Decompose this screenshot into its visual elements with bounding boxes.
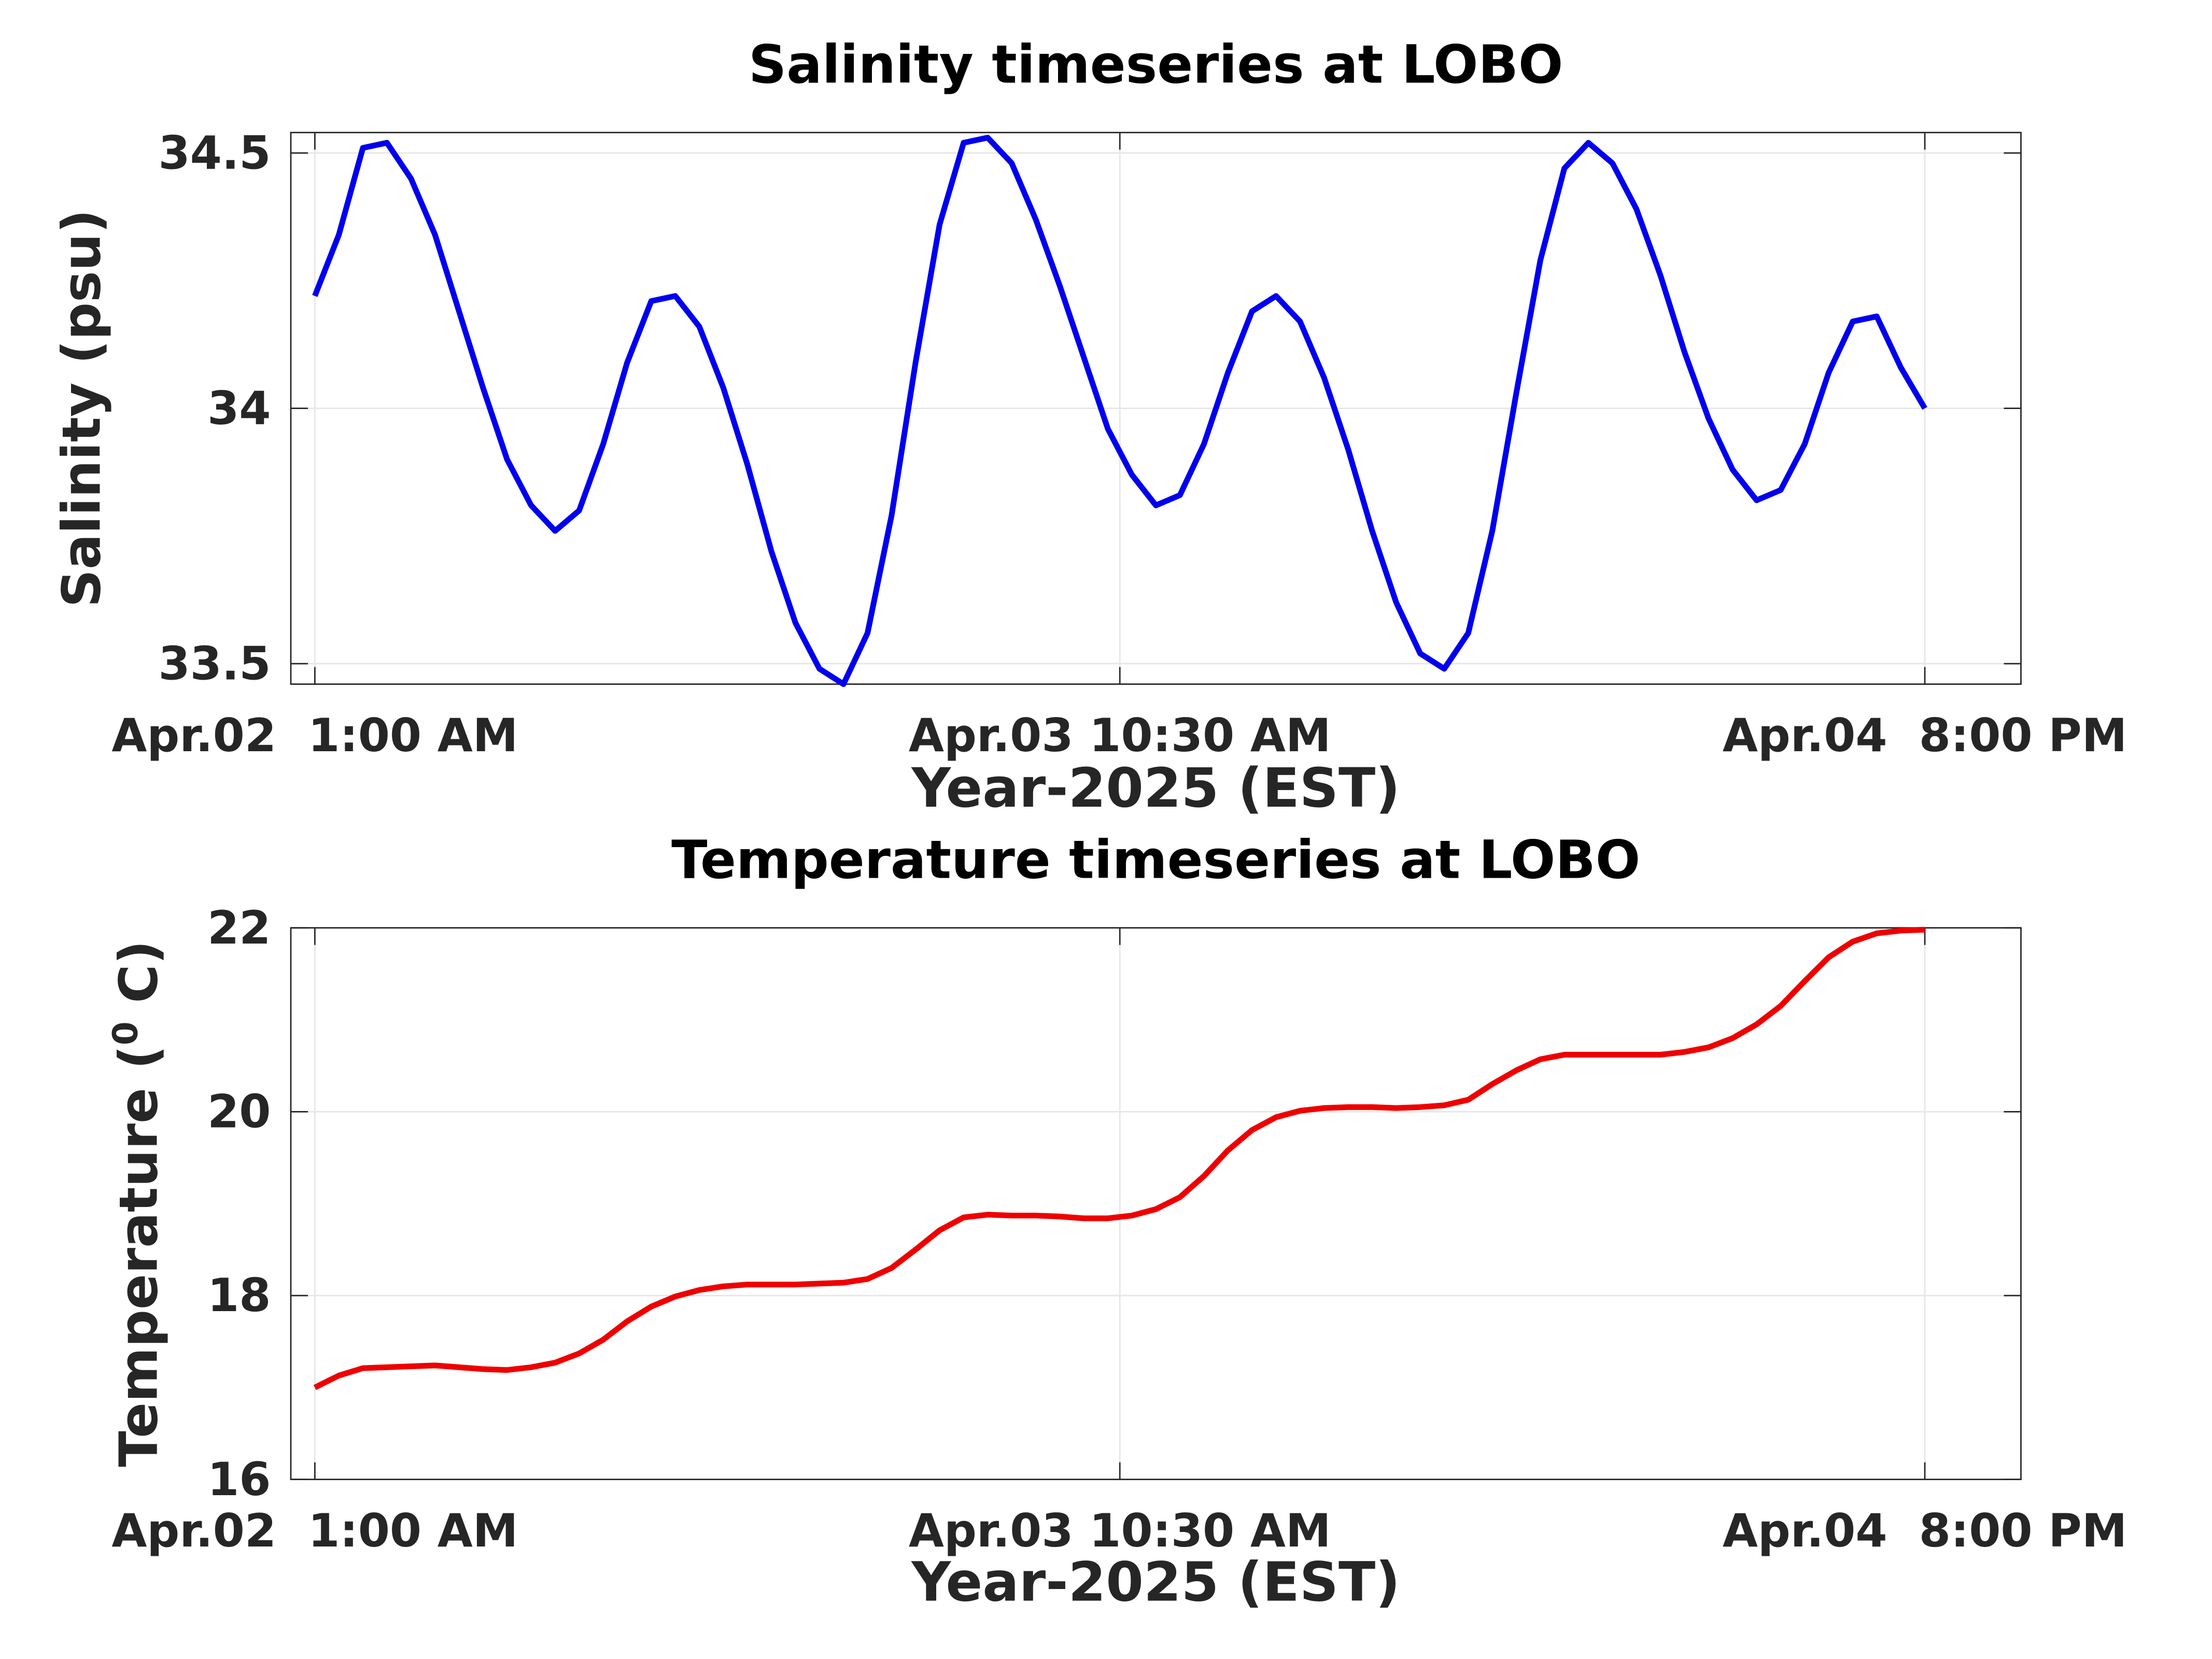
y-axis-label-part: Temperature (	[108, 1045, 170, 1467]
y-tick-label: 34.5	[158, 126, 271, 179]
data-line	[312, 135, 1927, 687]
x-axis-label: Year-2025 (EST)	[910, 1550, 1400, 1613]
axes-box	[290, 132, 2022, 685]
chart-title: Temperature timeseries at LOBO	[671, 829, 1640, 890]
data-line	[313, 926, 1925, 1390]
x-axis-label: Year-2025 (EST)	[910, 756, 1400, 820]
y-axis-label: Salinity (psu)	[51, 209, 112, 608]
y-axis-label: Temperature (0 C)	[105, 940, 169, 1467]
y-tick-label: 34	[207, 382, 271, 435]
x-tick-label: Apr.03 10:30 AM	[909, 709, 1331, 762]
x-tick-label: Apr.04 8:00 PM	[1723, 1504, 2127, 1557]
axes-box	[290, 927, 2022, 1480]
y-axis-label-part: C)	[108, 940, 170, 1022]
y-tick-label: 18	[207, 1269, 271, 1322]
x-tick-label: Apr.03 10:30 AM	[909, 1504, 1331, 1557]
y-tick-label: 16	[207, 1453, 271, 1506]
y-axis-label-part: 0	[105, 1021, 145, 1045]
x-tick-label: Apr.02 1:00 AM	[111, 1504, 518, 1557]
y-axis-label-part: Salinity (psu)	[51, 209, 112, 608]
y-tick-label: 22	[207, 901, 271, 954]
x-tick-label: Apr.04 8:00 PM	[1723, 709, 2127, 762]
chart-title: Salinity timeseries at LOBO	[749, 34, 1563, 95]
y-tick-label: 33.5	[158, 637, 271, 690]
x-tick-label: Apr.02 1:00 AM	[111, 709, 518, 762]
y-tick-label: 20	[207, 1085, 271, 1138]
